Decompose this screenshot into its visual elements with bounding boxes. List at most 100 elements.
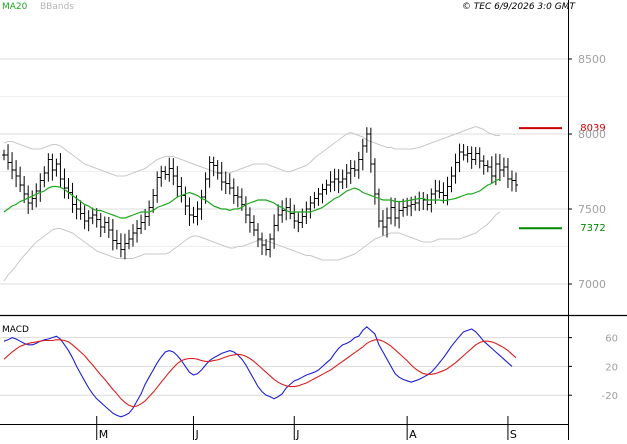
price-bar <box>356 151 361 179</box>
price-bar <box>151 188 156 213</box>
price-bar <box>175 166 180 198</box>
price-bar <box>348 159 353 184</box>
price-bar <box>292 204 297 229</box>
macd-tick-label: 20 <box>605 362 618 373</box>
price-bar <box>187 197 192 226</box>
price-bar <box>14 160 19 188</box>
price-bar <box>211 156 216 177</box>
price-bar <box>46 153 51 182</box>
month-label: M <box>99 428 109 440</box>
price-bar <box>86 210 91 232</box>
price-tick-label: 7000 <box>578 278 606 291</box>
price-bar <box>469 146 474 169</box>
month-label: S <box>510 428 517 440</box>
price-bar <box>10 152 15 180</box>
month-label: J <box>295 428 299 440</box>
price-tick-label: 7500 <box>578 203 606 216</box>
ma20-line <box>3 178 501 219</box>
price-bar <box>207 156 212 188</box>
price-bar <box>501 157 506 178</box>
price-bar <box>465 146 470 163</box>
price-bar <box>280 200 285 223</box>
price-bar <box>489 156 494 184</box>
price-bar <box>336 169 341 194</box>
price-bar <box>215 160 220 180</box>
price-bar <box>509 170 514 192</box>
price-bar <box>235 186 240 208</box>
price-bar <box>18 166 23 193</box>
price-bar <box>191 206 196 224</box>
price-bar <box>74 195 79 220</box>
price-bar <box>481 155 486 175</box>
price-bar <box>163 166 168 180</box>
price-bar <box>251 215 256 237</box>
price-bar <box>316 187 321 206</box>
price-bar <box>296 212 301 233</box>
price-bar <box>352 160 357 177</box>
moving-average-layer <box>3 178 501 219</box>
price-bar <box>376 188 381 228</box>
price-bar <box>82 205 87 230</box>
price-bar <box>243 196 248 224</box>
price-bar <box>195 201 200 226</box>
price-bar <box>223 171 228 194</box>
price-bar <box>54 158 59 177</box>
price-bar <box>122 233 127 260</box>
price-bar <box>473 146 478 165</box>
price-bar <box>110 218 115 251</box>
price-levels-layer: 8039 7372 <box>519 123 606 234</box>
price-bar <box>2 149 6 161</box>
month-label: J <box>194 428 198 440</box>
price-bar <box>179 177 184 203</box>
price-bar <box>78 200 83 220</box>
price-bar <box>457 143 462 173</box>
price-bar <box>505 158 510 188</box>
price-bar <box>38 173 43 202</box>
price-bar <box>102 216 107 233</box>
price-bar <box>453 153 458 184</box>
price-bar <box>461 144 466 161</box>
price-bar <box>70 182 75 213</box>
price-bar <box>421 192 426 211</box>
support-level-label: 7372 <box>580 223 605 234</box>
price-bar <box>268 233 273 258</box>
macd-layer <box>3 326 517 418</box>
price-bar <box>231 178 236 204</box>
bollinger-bands-layer <box>3 125 501 282</box>
price-bar <box>159 165 164 187</box>
price-bar <box>42 166 47 188</box>
price-bar <box>384 207 389 238</box>
price-tick-label: 8000 <box>578 128 606 141</box>
price-bar <box>90 207 95 225</box>
price-bar <box>324 179 329 195</box>
price-bar <box>308 195 313 219</box>
price-bar <box>126 229 131 250</box>
price-bar <box>340 169 345 190</box>
price-bar <box>389 197 394 225</box>
price-bar <box>485 160 490 173</box>
price-bar <box>147 200 152 226</box>
price-bar <box>219 162 224 191</box>
bbands-lower-line <box>3 211 501 282</box>
price-bar <box>260 232 265 256</box>
price-bar <box>445 176 450 206</box>
price-bar <box>380 210 385 236</box>
price-bar <box>30 190 35 210</box>
price-bar <box>6 144 11 170</box>
price-bar <box>320 183 325 204</box>
price-bar <box>135 220 140 243</box>
price-bar <box>514 172 518 192</box>
price-bar <box>203 172 208 204</box>
macd-panel-title: MACD <box>2 325 29 335</box>
price-bar <box>360 138 365 171</box>
price-bar <box>62 168 67 199</box>
price-bar <box>413 195 418 211</box>
price-bar <box>199 189 204 220</box>
price-bar <box>276 204 281 232</box>
price-bar <box>477 147 482 169</box>
price-bar <box>312 191 317 209</box>
price-bar <box>26 185 31 214</box>
